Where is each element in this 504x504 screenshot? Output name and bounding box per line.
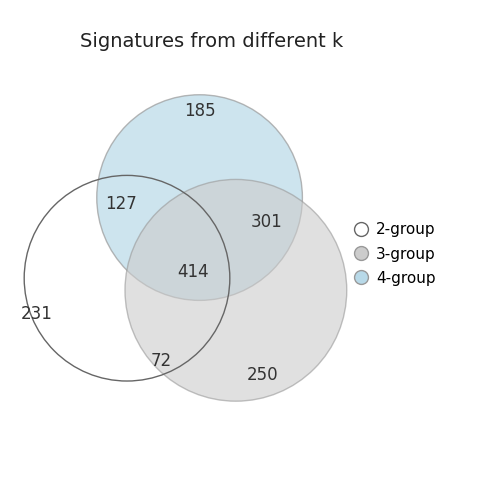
Title: Signatures from different k: Signatures from different k — [80, 32, 343, 50]
Text: 301: 301 — [250, 213, 282, 231]
Circle shape — [125, 179, 347, 401]
Text: 231: 231 — [20, 305, 52, 324]
Text: 127: 127 — [105, 195, 137, 213]
Text: 414: 414 — [178, 263, 209, 281]
Text: 72: 72 — [151, 352, 172, 370]
Circle shape — [97, 95, 302, 300]
Legend: 2-group, 3-group, 4-group: 2-group, 3-group, 4-group — [348, 218, 440, 290]
Text: 185: 185 — [184, 102, 215, 120]
Text: 250: 250 — [246, 366, 278, 384]
